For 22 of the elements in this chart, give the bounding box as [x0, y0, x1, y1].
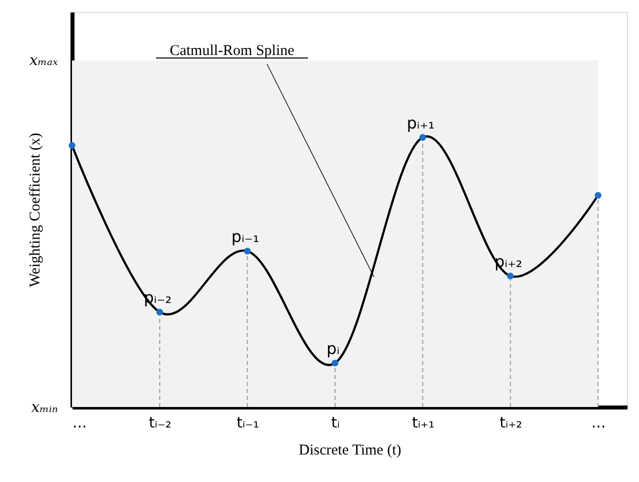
x-axis-title: Discrete Time (t)	[298, 442, 402, 458]
text: xₘₐₓ	[29, 51, 59, 69]
x-tick-label: tᵢ₊₁	[412, 414, 434, 432]
y-axis-title: Weighting Coefficient (x)	[28, 132, 44, 288]
x-tick-label: ...	[72, 414, 87, 432]
x-tick-label: tᵢ₋₁	[236, 414, 260, 432]
point	[244, 248, 251, 254]
text: Catmull-Rom Spline	[170, 43, 295, 59]
x-tick-label: tᵢ₊₂	[500, 414, 522, 432]
text: xₘᵢₙ	[31, 398, 58, 416]
x-tick-label: ...	[591, 414, 606, 432]
x-tick-label: tᵢ₋₂	[148, 414, 172, 432]
x-tick-label: tᵢ	[331, 414, 340, 432]
annotation: pᵢ₊₁	[406, 113, 435, 132]
point	[156, 308, 164, 316]
point	[594, 192, 602, 199]
point	[332, 360, 338, 366]
annotation: pᵢ	[326, 339, 340, 358]
point	[68, 142, 76, 149]
point	[419, 134, 426, 141]
annotation: pᵢ₋₁	[231, 227, 260, 246]
point	[507, 272, 514, 280]
